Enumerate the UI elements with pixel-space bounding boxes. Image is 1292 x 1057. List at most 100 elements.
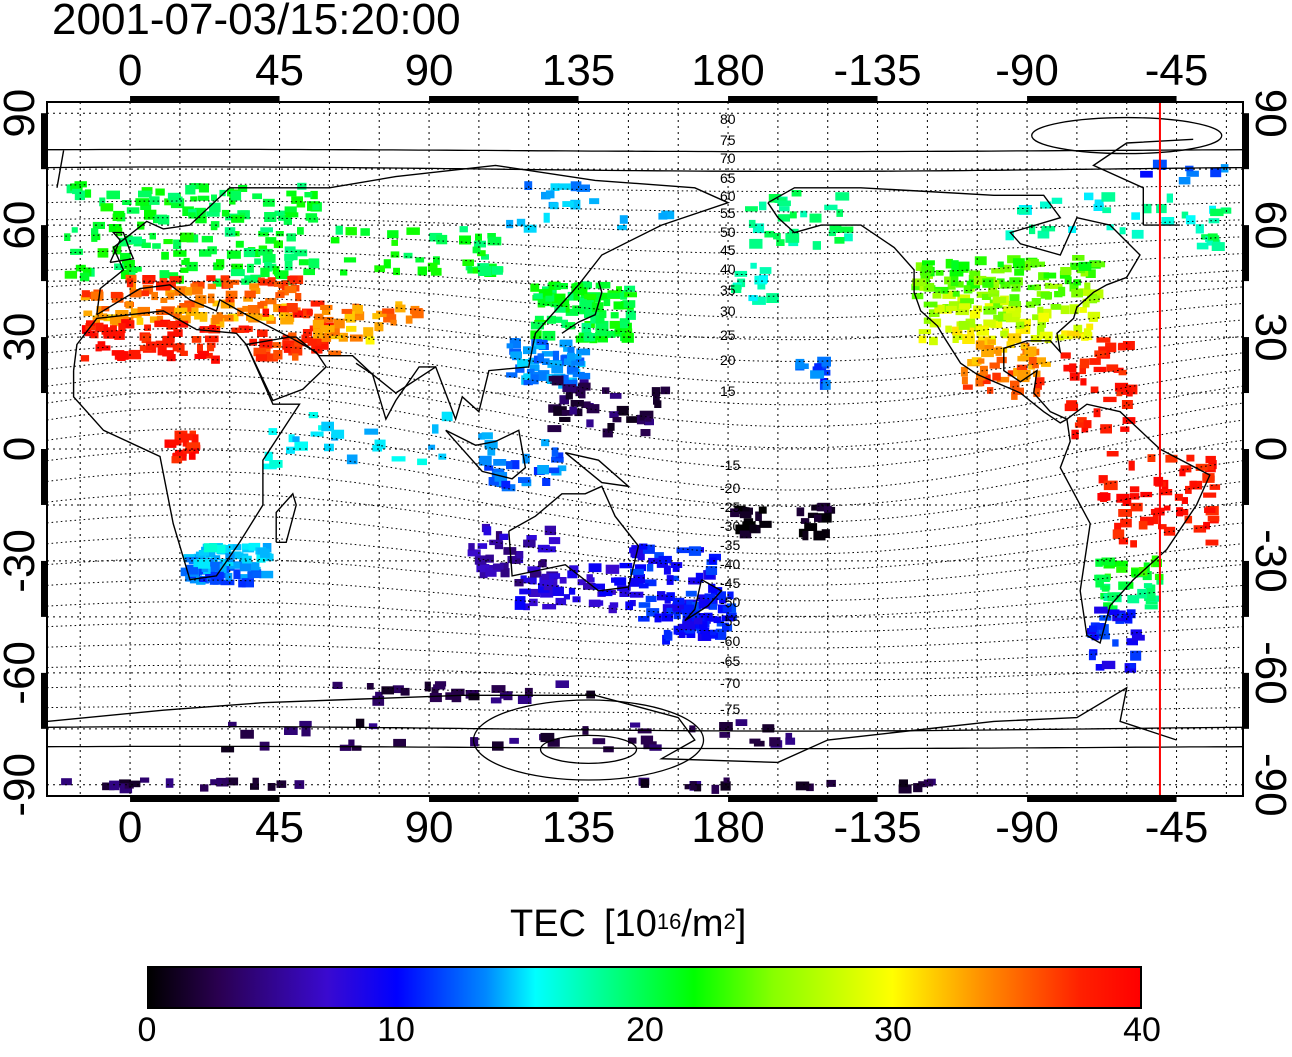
- tec-cell: [390, 251, 400, 258]
- tec-cell: [548, 537, 561, 545]
- tec-cell: [265, 237, 277, 244]
- tec-cell: [1119, 227, 1126, 235]
- tec-cell: [1030, 335, 1042, 343]
- tec-cell: [624, 285, 636, 292]
- tec-cell: [83, 310, 93, 317]
- tec-cell: [583, 333, 596, 342]
- tec-cell: [158, 215, 170, 225]
- tec-cell: [1009, 294, 1020, 302]
- tec-cell: [705, 632, 718, 639]
- tec-cell: [965, 318, 976, 326]
- tec-cell: [1203, 492, 1217, 498]
- tec-cell: [185, 307, 199, 316]
- tec-cell: [195, 551, 205, 561]
- tec-cell: [694, 783, 702, 792]
- tec-cell: [465, 261, 473, 271]
- tec-cell: [484, 440, 498, 449]
- tec-cell: [668, 575, 680, 581]
- tec-cell: [834, 237, 845, 244]
- tec-cell: [294, 249, 308, 257]
- tec-cell: [1081, 334, 1089, 341]
- tec-cell: [1165, 454, 1178, 463]
- contour-line: [47, 265, 1243, 297]
- tec-cell: [543, 288, 553, 296]
- coastline: [72, 310, 301, 581]
- tec-cell: [758, 506, 767, 514]
- tec-cell: [201, 565, 209, 572]
- tec-cell: [619, 215, 628, 224]
- tec-cell: [575, 388, 583, 397]
- tec-cell: [137, 306, 150, 316]
- tec-cell: [640, 779, 649, 788]
- tec-cell: [213, 568, 222, 575]
- tec-cell: [1010, 303, 1022, 313]
- tec-cell: [517, 359, 529, 368]
- tec-cell: [1015, 321, 1026, 329]
- tec-cell: [283, 215, 292, 225]
- tec-cell: [1099, 633, 1110, 640]
- tec-cell: [685, 590, 697, 597]
- tec-cell: [952, 326, 963, 336]
- tec-cell: [302, 309, 310, 319]
- tec-cell: [441, 411, 453, 422]
- contour-label: 15: [720, 383, 736, 399]
- tec-cell: [1176, 507, 1184, 517]
- tec-cell: [1204, 507, 1216, 513]
- tec-cell: [163, 338, 174, 348]
- tec-cell: [481, 432, 493, 440]
- tec-cell: [1195, 463, 1208, 471]
- tec-cell: [542, 330, 556, 341]
- tec-cell: [1106, 451, 1119, 457]
- tec-cell: [375, 691, 383, 699]
- tec-cell: [1103, 480, 1118, 491]
- tec-cell: [1195, 224, 1204, 234]
- colorbar-tick-label: 0: [137, 1011, 157, 1049]
- tec-cell: [195, 295, 207, 304]
- tec-cell: [110, 291, 123, 299]
- tec-cell: [660, 386, 671, 395]
- tec-cell: [274, 210, 286, 217]
- top-lon-label: -90: [995, 46, 1059, 95]
- tec-cell: [973, 305, 983, 313]
- tec-cell: [459, 226, 468, 233]
- tec-cell: [255, 354, 267, 362]
- tec-cell: [166, 321, 178, 330]
- tec-cell: [710, 629, 717, 636]
- tec-cell: [1163, 505, 1171, 511]
- tec-cell: [1060, 267, 1072, 276]
- tec-cell: [802, 531, 809, 541]
- tec-cell: [286, 233, 296, 242]
- tec-cell: [918, 335, 927, 344]
- tec-cell: [1207, 515, 1220, 522]
- tec-cell: [411, 309, 424, 319]
- tec-cell: [197, 195, 210, 201]
- tec-cell: [810, 370, 825, 379]
- tec-cell: [285, 212, 299, 218]
- tec-cell: [515, 364, 525, 373]
- tec-cell: [929, 318, 942, 328]
- tec-cell: [599, 292, 608, 301]
- tec-cell: [427, 262, 438, 272]
- tec-cell: [1138, 521, 1148, 530]
- tec-cell: [257, 301, 264, 309]
- tec-cell: [546, 467, 560, 474]
- tec-cell: [211, 355, 220, 364]
- tec-cell: [913, 783, 923, 793]
- tec-cell: [1122, 613, 1131, 621]
- tec-cell: [415, 257, 425, 263]
- tec-cell: [663, 629, 671, 639]
- tec-cell: [138, 190, 152, 198]
- tec-cell: [1005, 230, 1014, 241]
- tec-cell: [432, 424, 439, 434]
- tec-cell: [1087, 295, 1100, 303]
- right-lat-label: 30: [1246, 313, 1292, 362]
- tec-cell: [541, 191, 551, 200]
- tec-cell: [126, 207, 140, 214]
- tec-cell: [625, 601, 633, 610]
- frame-bar: [130, 796, 280, 802]
- tec-cell: [374, 439, 386, 450]
- tec-cell: [578, 372, 591, 380]
- tec-cell: [526, 368, 535, 375]
- tec-cell: [976, 326, 989, 336]
